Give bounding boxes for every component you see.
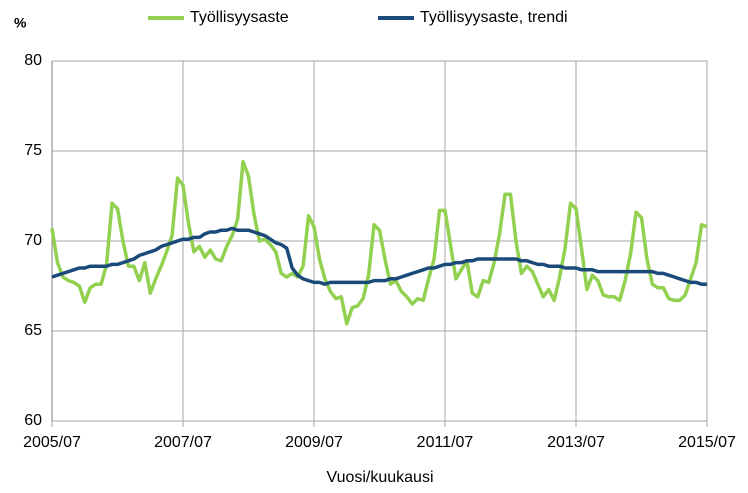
unit-label: % xyxy=(14,15,27,31)
series-line xyxy=(50,160,708,326)
x-tick-label: 2015/07 xyxy=(678,434,736,451)
x-tick-label: 2005/07 xyxy=(23,434,81,451)
y-tick-label: 75 xyxy=(24,142,42,159)
x-tick-label: 2007/07 xyxy=(154,434,212,451)
x-tick-label: 2011/07 xyxy=(417,434,474,451)
x-tick-label: 2009/07 xyxy=(285,434,343,451)
y-tick-label: 80 xyxy=(24,52,42,69)
legend-label: Työllisyysaste xyxy=(190,9,289,26)
series-line xyxy=(51,226,707,286)
y-tick-label: 70 xyxy=(24,232,42,249)
x-tick-label: 2013/07 xyxy=(547,434,605,451)
y-tick-label: 65 xyxy=(24,322,42,339)
legend-label: Työllisyysaste, trendi xyxy=(420,9,568,26)
x-axis-title: Vuosi/kuukausi xyxy=(326,469,433,486)
y-tick-label: 60 xyxy=(24,412,42,429)
